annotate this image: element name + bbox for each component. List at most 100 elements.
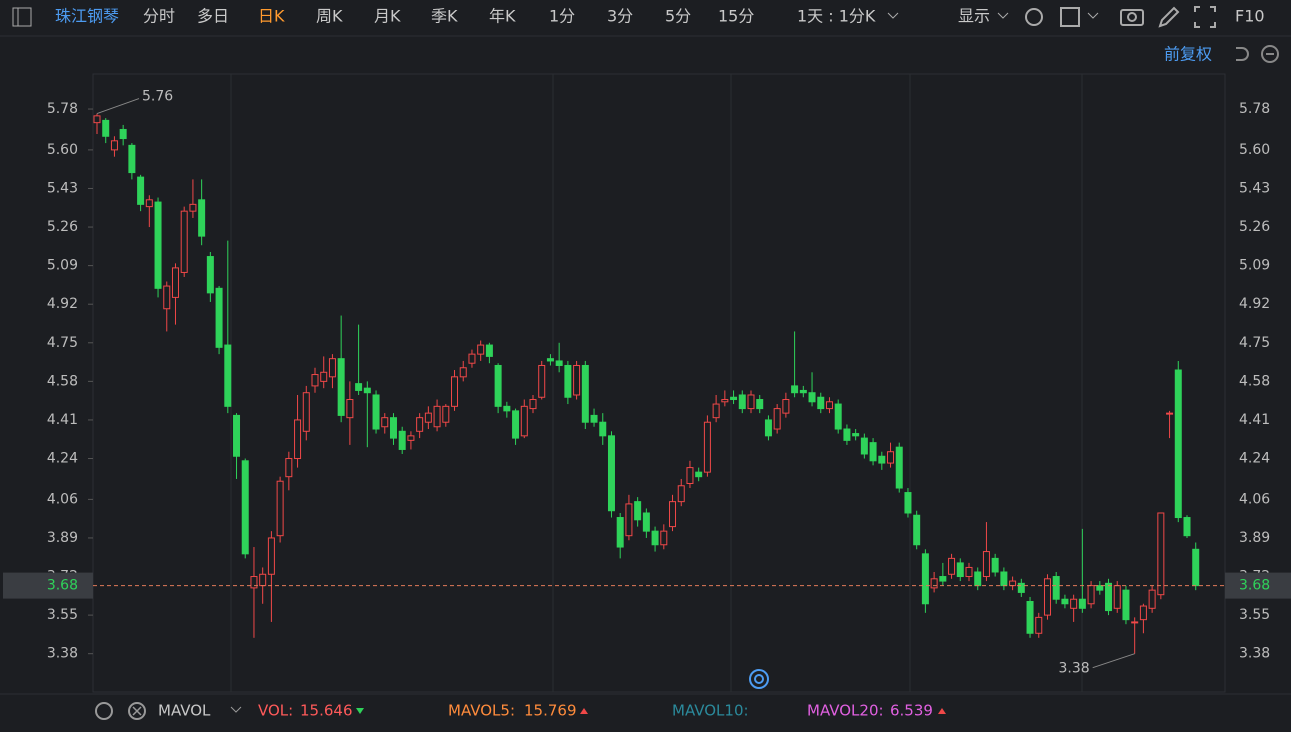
candle-body: [712, 403, 720, 419]
candle-body: [171, 267, 179, 298]
candle-body: [642, 512, 650, 532]
candle-body: [398, 430, 406, 450]
candle-body: [764, 419, 772, 437]
locate-icon[interactable]: [749, 669, 769, 689]
tab[interactable]: 月K: [374, 7, 401, 26]
candle-body: [154, 201, 162, 289]
candle-body: [294, 419, 302, 460]
max-label: 5.76: [142, 89, 173, 105]
tabs: 分时 多日 日K 周K 月K 季K 年K 1分 3分 5分 15分: [143, 7, 754, 26]
mavol20-label: MAVOL20:: [807, 702, 884, 720]
y2-tick-label: 4.75: [1239, 335, 1270, 351]
display-menu[interactable]: 显示: [958, 7, 990, 26]
candle-body: [224, 344, 232, 407]
f10-button[interactable]: F10: [1235, 7, 1265, 26]
candle-body: [904, 492, 912, 514]
tab[interactable]: 季K: [431, 7, 458, 26]
candle-body: [198, 199, 206, 237]
candle-body: [363, 387, 371, 394]
candle-body: [799, 389, 807, 394]
candle-body: [817, 396, 825, 410]
candle-body: [189, 203, 197, 212]
candle-body: [913, 514, 921, 546]
candle-body: [407, 435, 415, 441]
candle-body: [686, 467, 694, 484]
candle-body: [337, 358, 345, 416]
candle-body: [756, 399, 764, 410]
tab[interactable]: 多日: [197, 7, 229, 26]
min-label: 3.38: [1059, 661, 1090, 677]
candle-body: [433, 405, 441, 428]
chevron: [997, 12, 1009, 19]
pen-icon[interactable]: [1158, 6, 1180, 28]
adjust-mode[interactable]: 前复权: [1164, 45, 1212, 64]
candle-body: [887, 451, 895, 464]
tab[interactable]: 1分: [549, 7, 575, 26]
candle-body: [616, 517, 624, 548]
candle-body: [250, 576, 258, 589]
candle-body: [1131, 621, 1139, 624]
locate-icon-inner: [754, 674, 764, 684]
candle-body: [1052, 576, 1060, 600]
candle-body: [948, 557, 956, 575]
candle-body: [1105, 582, 1113, 612]
candle-body: [1017, 582, 1025, 593]
candle-body: [956, 562, 964, 578]
indicator-close[interactable]: [128, 702, 146, 720]
candle-body: [834, 403, 842, 430]
candle-body: [1148, 589, 1156, 609]
chevron: [1087, 12, 1099, 19]
candle-body: [102, 119, 110, 137]
candle-body: [930, 578, 938, 589]
tab[interactable]: 5分: [665, 7, 691, 26]
checkbox-icon[interactable]: [1060, 7, 1080, 27]
candle-body: [939, 576, 947, 582]
candle-body: [660, 530, 668, 546]
candle-body: [163, 285, 171, 310]
zoom-out-icon[interactable]: [1261, 45, 1279, 63]
tab[interactable]: 日K: [258, 7, 285, 26]
y-tick-label: 4.92: [47, 296, 78, 312]
mavol5-label: MAVOL5:: [448, 702, 515, 720]
indicator-name[interactable]: MAVOL: [158, 702, 211, 720]
y-tick-label: 3.38: [47, 646, 78, 662]
candle-body: [808, 392, 816, 403]
mavol5-value: 15.769: [524, 702, 577, 720]
candle-body: [1192, 548, 1200, 587]
candle-body: [119, 128, 127, 140]
y2-tick-label: 5.60: [1239, 142, 1270, 158]
down-arrow: [356, 708, 364, 714]
camera-icon[interactable]: [1120, 9, 1144, 26]
candle-body: [1183, 517, 1191, 537]
candle-body: [721, 399, 729, 403]
sidebar-icon[interactable]: [12, 7, 32, 27]
mavol10-label: MAVOL10:: [672, 702, 749, 720]
tab[interactable]: 15分: [718, 7, 754, 26]
undo-icon[interactable]: [1236, 47, 1249, 61]
candle-body: [538, 364, 546, 398]
tab[interactable]: 年K: [489, 7, 516, 26]
candle-body: [1122, 589, 1130, 621]
candle-body: [206, 256, 214, 294]
candle-body: [1078, 598, 1086, 609]
fullscreen-icon[interactable]: [1194, 6, 1216, 28]
range-select[interactable]: 1天 : 1分K: [797, 7, 876, 26]
candle-body: [1000, 571, 1008, 587]
candle-body: [703, 421, 711, 473]
candle-body: [1087, 585, 1095, 605]
candle-body: [346, 399, 354, 419]
tab[interactable]: 周K: [316, 7, 343, 26]
tab[interactable]: 分时: [143, 7, 175, 26]
stock-name[interactable]: 珠江钢琴: [55, 7, 119, 26]
candle-body: [468, 353, 476, 364]
plot-frame: [92, 73, 1226, 693]
settings-icon[interactable]: [1025, 8, 1043, 26]
y-tick-label: 4.06: [47, 491, 78, 507]
indicator-settings[interactable]: [95, 702, 113, 720]
candle-body: [546, 358, 554, 362]
candle-body: [607, 435, 615, 512]
candle-body: [738, 394, 746, 410]
candle-body: [259, 573, 267, 587]
tab[interactable]: 3分: [607, 7, 633, 26]
